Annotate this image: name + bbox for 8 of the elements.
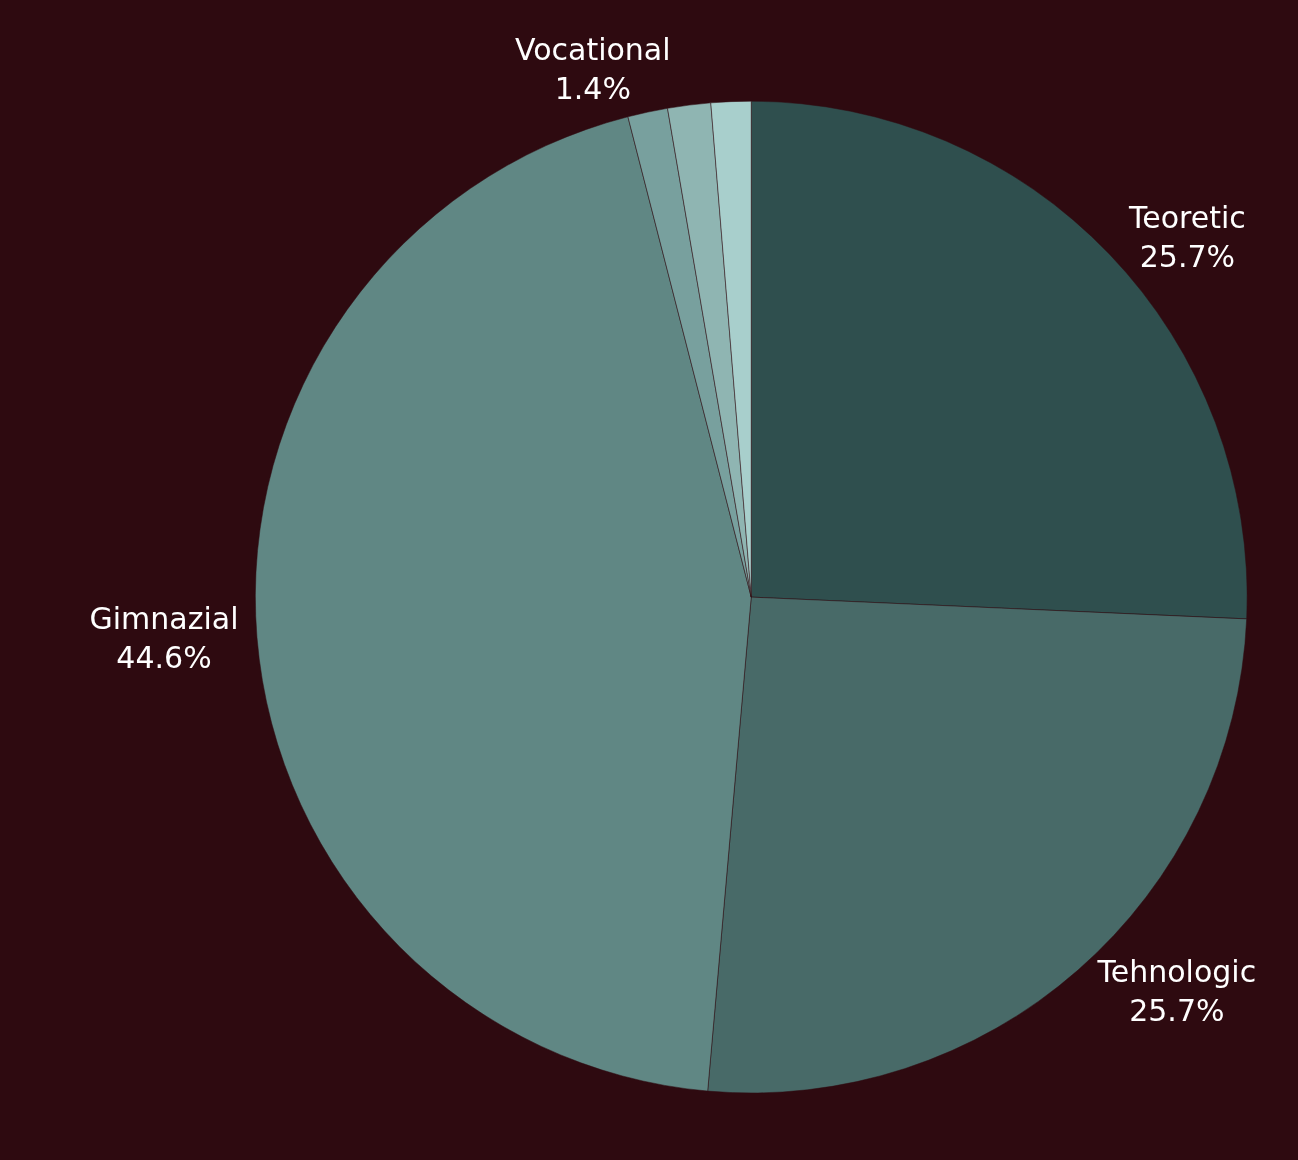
slice-label: Vocational — [514, 31, 671, 67]
slice-label: Gimnazial — [89, 600, 239, 636]
data-label: 25.7% — [1139, 238, 1236, 274]
data-label: 44.6% — [116, 639, 212, 675]
data-label: 25.7% — [1129, 993, 1225, 1029]
slice-label: Teoretic — [1128, 199, 1246, 235]
slice-label: Tehnologic — [1096, 954, 1257, 990]
data-label: 1.4% — [554, 70, 631, 106]
